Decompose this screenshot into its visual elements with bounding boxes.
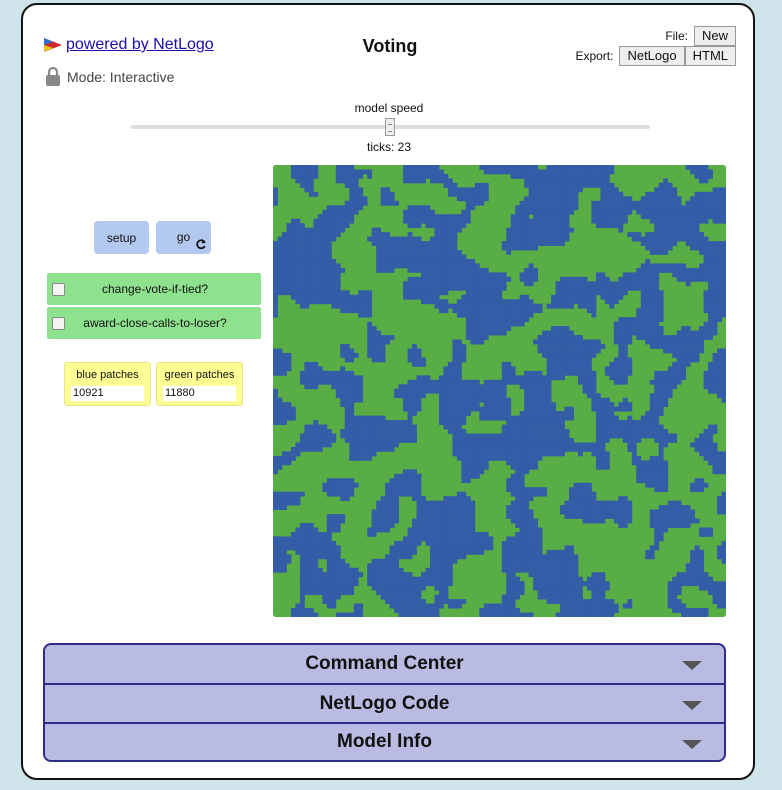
green-patches-value: 11880 xyxy=(163,386,236,401)
lock-icon[interactable] xyxy=(45,67,61,86)
model-speed-slider-handle[interactable] xyxy=(385,118,395,136)
model-info-panel[interactable]: Model Info xyxy=(43,722,726,762)
setup-button-label: setup xyxy=(106,230,137,245)
command-center-panel[interactable]: Command Center xyxy=(43,643,726,683)
forever-icon xyxy=(196,239,206,250)
model-title: Voting xyxy=(362,36,418,56)
model-info-expand-icon[interactable] xyxy=(682,740,702,749)
command-center-expand-icon[interactable] xyxy=(682,661,702,670)
blue-patches-monitor: blue patches 10921 xyxy=(64,362,151,406)
change-vote-if-tied-checkbox[interactable] xyxy=(52,282,65,296)
ticks-counter: ticks: 23 xyxy=(366,140,411,154)
powered-by-netlogo[interactable]: powered by NetLogo xyxy=(44,36,214,54)
world-view[interactable] xyxy=(273,165,726,617)
go-button-label: go xyxy=(176,229,191,244)
file-label: File: xyxy=(665,29,688,43)
award-close-calls-to-loser-switch[interactable]: award-close-calls-to-loser? xyxy=(47,307,261,339)
mode-indicator[interactable]: Mode: Interactive xyxy=(45,67,174,86)
award-close-calls-to-loser-label: award-close-calls-to-loser? xyxy=(83,316,227,330)
green-patches-monitor: green patches 11880 xyxy=(156,362,243,406)
command-center-title: Command Center xyxy=(305,653,464,674)
award-close-calls-to-loser-checkbox[interactable] xyxy=(52,316,65,330)
go-button[interactable]: go xyxy=(156,221,211,254)
new-file-button[interactable]: New xyxy=(693,26,736,46)
green-patches-label: green patches xyxy=(164,369,235,381)
export-row: Export: NetLogo HTML xyxy=(575,46,736,66)
export-html-button[interactable]: HTML xyxy=(684,46,736,66)
model-speed-label: model speed xyxy=(354,101,424,115)
setup-button[interactable]: setup xyxy=(94,221,149,254)
model-info-title: Model Info xyxy=(337,731,432,752)
file-row: File: New xyxy=(665,26,736,46)
powered-by-link[interactable]: powered by NetLogo xyxy=(66,36,214,53)
change-vote-if-tied-switch[interactable]: change-vote-if-tied? xyxy=(47,273,261,305)
change-vote-if-tied-label: change-vote-if-tied? xyxy=(101,282,209,296)
netlogo-logo-icon xyxy=(44,38,62,52)
patch-grid xyxy=(273,165,726,617)
export-label: Export: xyxy=(575,49,614,63)
blue-patches-label: blue patches xyxy=(76,369,139,381)
blue-patches-value: 10921 xyxy=(71,386,144,401)
netlogo-code-expand-icon[interactable] xyxy=(682,701,702,710)
export-netlogo-button[interactable]: NetLogo xyxy=(619,46,685,66)
mode-label: Mode: Interactive xyxy=(67,68,175,85)
netlogo-code-panel[interactable]: NetLogo Code xyxy=(43,683,726,723)
netlogo-code-title: NetLogo Code xyxy=(319,693,450,714)
